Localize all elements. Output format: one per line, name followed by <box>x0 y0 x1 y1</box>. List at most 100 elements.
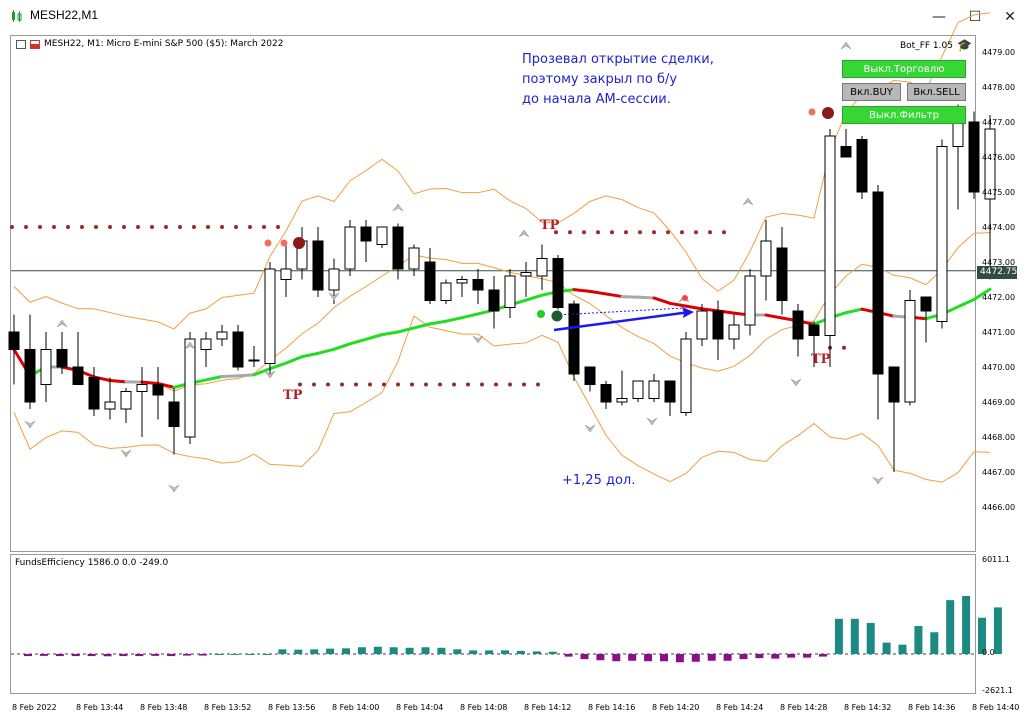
bullish-candle <box>344 226 356 270</box>
tp-level-dot <box>680 230 684 235</box>
bollinger-lower-band <box>13 315 991 483</box>
bearish-candle <box>920 296 932 312</box>
histogram-bar <box>898 644 907 654</box>
histogram-bar <box>850 618 859 654</box>
bullish-candle <box>648 380 660 399</box>
tp-level-dot <box>638 230 642 235</box>
histogram-bar <box>771 654 780 659</box>
fractal-up-arrow <box>742 197 754 206</box>
trade-arrow-head <box>682 307 694 318</box>
tp-label: TP <box>540 218 560 233</box>
time-axis-label: 8 Feb 13:48 <box>140 703 188 712</box>
histogram-bar <box>55 654 64 657</box>
tp-level-dot <box>122 225 126 229</box>
bearish-candle <box>552 258 564 308</box>
histogram-bar <box>357 647 366 654</box>
bearish-candle <box>472 279 484 291</box>
indicator-axis-label: 6011.1 <box>982 555 1010 564</box>
symbol-header: MESH22, M1: Micro E-mini S&P 500 ($5): M… <box>16 39 283 49</box>
histogram-bar <box>930 632 939 654</box>
price-axis-label: 4469.00 <box>982 398 1016 407</box>
disable-filter-button[interactable]: Выкл.Фильтр <box>842 106 966 124</box>
histogram-bar <box>501 650 509 654</box>
histogram-bar <box>373 646 382 654</box>
histogram-bar <box>787 654 796 658</box>
indicator-panel[interactable] <box>10 554 976 694</box>
price-axis-label: 4471.00 <box>982 328 1016 337</box>
histogram-bar <box>135 654 144 657</box>
price-axis-label: 4474.00 <box>982 223 1016 232</box>
bullish-candle <box>744 275 756 326</box>
price-axis-label: 4476.00 <box>982 153 1016 162</box>
close-marker-dot <box>682 295 688 301</box>
exit-marker-icon <box>293 237 305 249</box>
tp-level-dot <box>368 382 372 387</box>
tp-label: TP <box>283 388 303 403</box>
histogram-bar <box>230 654 239 655</box>
moving-average-segment <box>316 347 336 355</box>
bearish-candle <box>584 366 596 385</box>
bearish-candle <box>888 366 900 403</box>
moving-average-segment <box>636 295 656 300</box>
tp-level-dot <box>178 225 182 229</box>
bullish-candle <box>632 380 644 399</box>
histogram-bar <box>612 654 621 662</box>
histogram-bar <box>993 607 1002 654</box>
tp-level-dot <box>666 230 670 235</box>
histogram-bar <box>119 654 128 657</box>
fractal-up-arrow <box>840 41 852 50</box>
bullish-candle <box>936 146 948 322</box>
moving-average-segment <box>140 380 160 385</box>
bullish-candle <box>264 268 276 364</box>
moving-average-segment <box>620 295 640 299</box>
tp-level-dot <box>652 230 656 235</box>
fractal-down-arrow <box>790 378 802 387</box>
tp-level-dot <box>220 225 224 229</box>
close-button[interactable]: ✕ <box>1004 9 1016 25</box>
moving-average-segment <box>972 287 992 302</box>
bullish-candle <box>376 226 388 245</box>
trade-annotation: Прозевал открытие сделки, поэтому закрыл… <box>522 50 714 110</box>
histogram-bar <box>326 648 335 654</box>
histogram-bar <box>628 654 637 661</box>
enable-buy-button[interactable]: Вкл.BUY <box>842 83 901 101</box>
fractal-up-arrow <box>392 203 404 212</box>
moving-average-segment <box>284 355 304 365</box>
moving-average-segment <box>268 361 288 371</box>
moving-average-segment <box>604 292 624 299</box>
price-axis-label: 4479.00 <box>982 48 1016 57</box>
histogram-bar <box>87 654 96 657</box>
window-titlebar: MESH22,M1 — ☐ ✕ <box>0 0 1035 34</box>
price-axis-label: 4468.00 <box>982 433 1016 442</box>
bullish-candle <box>104 401 116 410</box>
maximize-button[interactable]: ☐ <box>968 9 982 25</box>
bearish-candle <box>792 310 804 340</box>
histogram-bar <box>675 654 684 663</box>
tp-level-dot <box>354 382 358 387</box>
enable-sell-button[interactable]: Вкл.SELL <box>907 83 966 101</box>
bearish-candle <box>664 380 676 403</box>
bearish-candle <box>856 139 868 193</box>
tp-level-dot <box>568 230 572 235</box>
tp-level-dot <box>108 225 112 229</box>
histogram-bar <box>421 647 430 654</box>
moving-average-segment <box>684 304 704 311</box>
chart-list-icon[interactable] <box>16 39 26 49</box>
fractal-down-arrow <box>120 449 132 458</box>
bullish-candle <box>696 310 708 340</box>
bullish-candle <box>536 258 548 277</box>
tp-level-dot <box>452 382 456 387</box>
tp-level-dot <box>52 225 56 229</box>
chart-object-icon[interactable] <box>30 39 40 49</box>
disable-trading-button[interactable]: Выкл.Торговлю <box>842 60 966 78</box>
bearish-candle <box>808 324 820 336</box>
histogram-bar <box>946 600 955 654</box>
tp-level-dot <box>24 225 28 229</box>
trade-arrow-line <box>553 310 691 332</box>
moving-average-segment <box>300 351 320 359</box>
minimize-button[interactable]: — <box>932 9 946 25</box>
fractal-down-arrow <box>24 420 36 429</box>
moving-average-segment <box>108 379 128 384</box>
fractal-down-arrow <box>472 335 484 344</box>
bearish-candle <box>568 303 580 375</box>
